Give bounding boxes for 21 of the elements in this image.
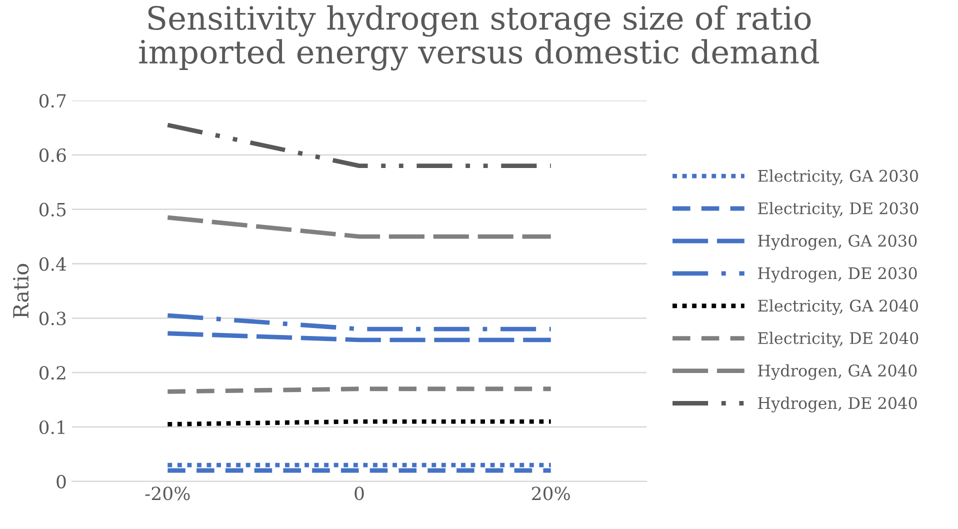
x-tick-label: -20%	[145, 486, 190, 500]
y-axis-title: Ratio	[13, 264, 29, 318]
x-tick-label: 20%	[532, 486, 570, 500]
legend-label: Hydrogen, GA 2030	[758, 234, 917, 250]
y-tick-label: 0.5	[39, 202, 66, 216]
y-tick-label: 0.7	[39, 94, 66, 108]
legend-label: Electricity, GA 2040	[758, 299, 918, 316]
y-tick-label: 0.2	[39, 366, 66, 380]
legend-label: Hydrogen, DE 2040	[758, 396, 917, 412]
y-tick-label: 0	[56, 474, 66, 489]
legend-label: Electricity, DE 2040	[758, 332, 918, 348]
legend-label: Electricity, DE 2030	[758, 202, 918, 218]
legend-label: Electricity, GA 2030	[758, 170, 918, 186]
y-tick-label: 0.3	[39, 312, 66, 326]
chart-title: Sensitivity hydrogen storage size of ratio imported energy versus domestic demand	[139, 5, 820, 70]
y-tick-label: 0.4	[39, 257, 66, 271]
y-tick-label: 0.1	[39, 420, 64, 434]
legend-label: Hydrogen, DE 2030	[758, 266, 917, 283]
x-tick-label: 0	[354, 486, 364, 500]
legend-label: Hydrogen, GA 2040	[758, 364, 917, 380]
y-tick-label: 0.6	[39, 148, 66, 162]
